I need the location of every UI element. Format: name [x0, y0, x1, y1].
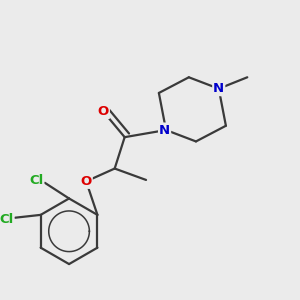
- Text: Cl: Cl: [29, 174, 44, 187]
- Text: N: N: [213, 82, 224, 95]
- Text: N: N: [159, 124, 170, 136]
- Text: Cl: Cl: [0, 213, 14, 226]
- Text: O: O: [80, 175, 92, 188]
- Text: O: O: [98, 105, 109, 118]
